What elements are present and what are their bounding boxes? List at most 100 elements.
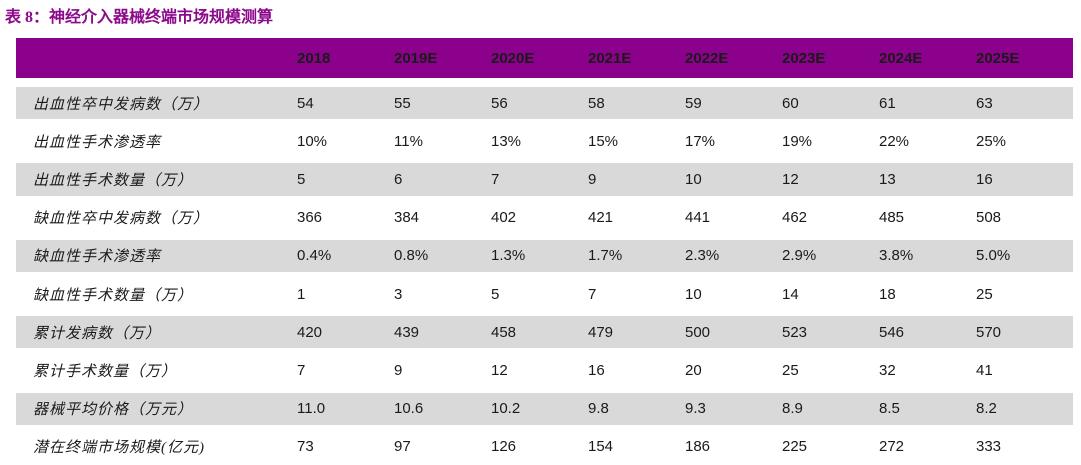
table-row: 缺血性卒中发病数（万） 366 384 402 421 441 462 485 508 [16, 198, 1073, 237]
data-cell: 225 [782, 438, 808, 456]
data-cell: 7 [588, 285, 597, 303]
column-header: 2019E [394, 49, 438, 67]
table-body: 出血性卒中发病数（万） 54 55 56 58 59 60 61 63 出血性手术渗透率 10% 11… [16, 84, 1073, 465]
data-cell: 7 [297, 361, 306, 379]
table-row: 潜在终端市场规模(亿元) 73 97 126 154 186 225 272 333 [16, 427, 1073, 465]
data-cell: 41 [976, 361, 993, 379]
column-header: 2021E [588, 49, 632, 67]
data-cell: 546 [879, 323, 905, 341]
data-cell: 13% [491, 132, 522, 150]
data-cell: 10 [685, 170, 702, 188]
data-cell: 500 [685, 323, 711, 341]
data-cell: 32 [879, 361, 896, 379]
data-cell: 0.8% [394, 247, 429, 265]
table-row: 缺血性手术数量（万） 1 3 5 7 10 14 18 25 [16, 274, 1073, 314]
data-cell: 9 [588, 170, 597, 188]
column-header: 2022E [685, 49, 729, 67]
data-cell: 9 [394, 361, 403, 379]
data-cell: 73 [297, 438, 314, 456]
data-cell: 9.8 [588, 400, 609, 418]
data-cell: 0.4% [297, 247, 332, 265]
data-cell: 8.5 [879, 400, 900, 418]
data-cell: 8.9 [782, 400, 803, 418]
data-cell: 3.8% [879, 247, 914, 265]
data-cell: 59 [685, 94, 702, 112]
data-cell: 570 [976, 323, 1002, 341]
row-label: 出血性手术渗透率 [33, 134, 162, 151]
column-header: 2020E [491, 49, 535, 67]
data-cell: 479 [588, 323, 614, 341]
data-cell: 22% [879, 132, 910, 150]
data-cell: 58 [588, 94, 605, 112]
data-cell: 523 [782, 323, 808, 341]
data-cell: 2.9% [782, 247, 817, 265]
data-cell: 97 [394, 438, 411, 456]
row-label: 缺血性手术渗透率 [33, 249, 162, 266]
data-cell: 9.3 [685, 400, 706, 418]
data-cell: 5.0% [976, 247, 1011, 265]
data-cell: 126 [491, 438, 517, 456]
data-cell: 1 [297, 285, 306, 303]
data-cell: 25% [976, 132, 1007, 150]
data-cell: 508 [976, 209, 1002, 227]
data-cell: 25 [976, 285, 993, 303]
data-cell: 485 [879, 209, 905, 227]
data-cell: 439 [394, 323, 420, 341]
data-cell: 3 [394, 285, 403, 303]
data-cell: 16 [976, 170, 993, 188]
data-cell: 55 [394, 94, 411, 112]
data-cell: 15% [588, 132, 619, 150]
row-label: 器械平均价格（万元） [33, 402, 194, 419]
data-cell: 61 [879, 94, 896, 112]
data-cell: 420 [297, 323, 323, 341]
data-cell: 7 [491, 170, 500, 188]
data-cell: 20 [685, 361, 702, 379]
column-header: 2024E [879, 49, 923, 67]
row-label: 缺血性手术数量（万） [33, 287, 194, 304]
data-cell: 5 [491, 285, 500, 303]
data-cell: 25 [782, 361, 799, 379]
data-cell: 462 [782, 209, 808, 227]
column-header: 2023E [782, 49, 826, 67]
row-label: 缺血性卒中发病数（万） [33, 211, 210, 228]
data-cell: 384 [394, 209, 420, 227]
data-cell: 60 [782, 94, 799, 112]
market-size-table: 2018 2019E 2020E 2021E 2022E 2023E 2024E 2025E … [16, 38, 1073, 465]
table-row: 出血性手术数量（万） 5 6 7 9 10 12 13 16 [16, 160, 1073, 199]
data-cell: 1.7% [588, 247, 623, 265]
data-cell: 14 [782, 285, 799, 303]
data-cell: 366 [297, 209, 323, 227]
data-cell: 441 [685, 209, 711, 227]
data-cell: 1.3% [491, 247, 526, 265]
data-cell: 2.3% [685, 247, 720, 265]
data-cell: 56 [491, 94, 508, 112]
table-row: 累计手术数量（万） 7 9 12 16 20 25 32 41 [16, 351, 1073, 390]
data-cell: 10 [685, 285, 702, 303]
data-cell: 63 [976, 94, 993, 112]
table-row: 出血性手术渗透率 10% 11% 13% 15% 17% 19% 22% 25% [16, 122, 1073, 161]
data-cell: 421 [588, 209, 614, 227]
data-cell: 19% [782, 132, 813, 150]
data-cell: 186 [685, 438, 711, 456]
table-row: 器械平均价格（万元） 11.0 10.6 10.2 9.8 9.3 8.9 8.5 8.2 [16, 389, 1073, 428]
data-cell: 11% [394, 132, 423, 150]
data-cell: 18 [879, 285, 896, 303]
table-row: 缺血性手术渗透率 0.4% 0.8% 1.3% 1.7% 2.3% 2.9% 3.8% 5.0% [16, 236, 1073, 275]
data-cell: 10.6 [394, 400, 424, 418]
header-row: 2018 2019E 2020E 2021E 2022E 2023E 2024E 2025E [16, 38, 1073, 78]
table-row: 累计发病数（万） 420 439 458 479 500 523 546 570 [16, 313, 1073, 352]
table-title: 表 8：神经介入器械终端市场规模测算 [5, 9, 274, 26]
data-cell: 11.0 [297, 400, 326, 418]
data-cell: 6 [394, 170, 403, 188]
data-cell: 402 [491, 209, 517, 227]
data-cell: 17% [685, 132, 716, 150]
data-cell: 5 [297, 170, 306, 188]
column-header: 2025E [976, 49, 1020, 67]
data-cell: 458 [491, 323, 517, 341]
data-cell: 13 [879, 170, 896, 188]
data-cell: 16 [588, 361, 605, 379]
data-cell: 272 [879, 438, 905, 456]
data-cell: 12 [782, 170, 799, 188]
data-cell: 54 [297, 94, 314, 112]
